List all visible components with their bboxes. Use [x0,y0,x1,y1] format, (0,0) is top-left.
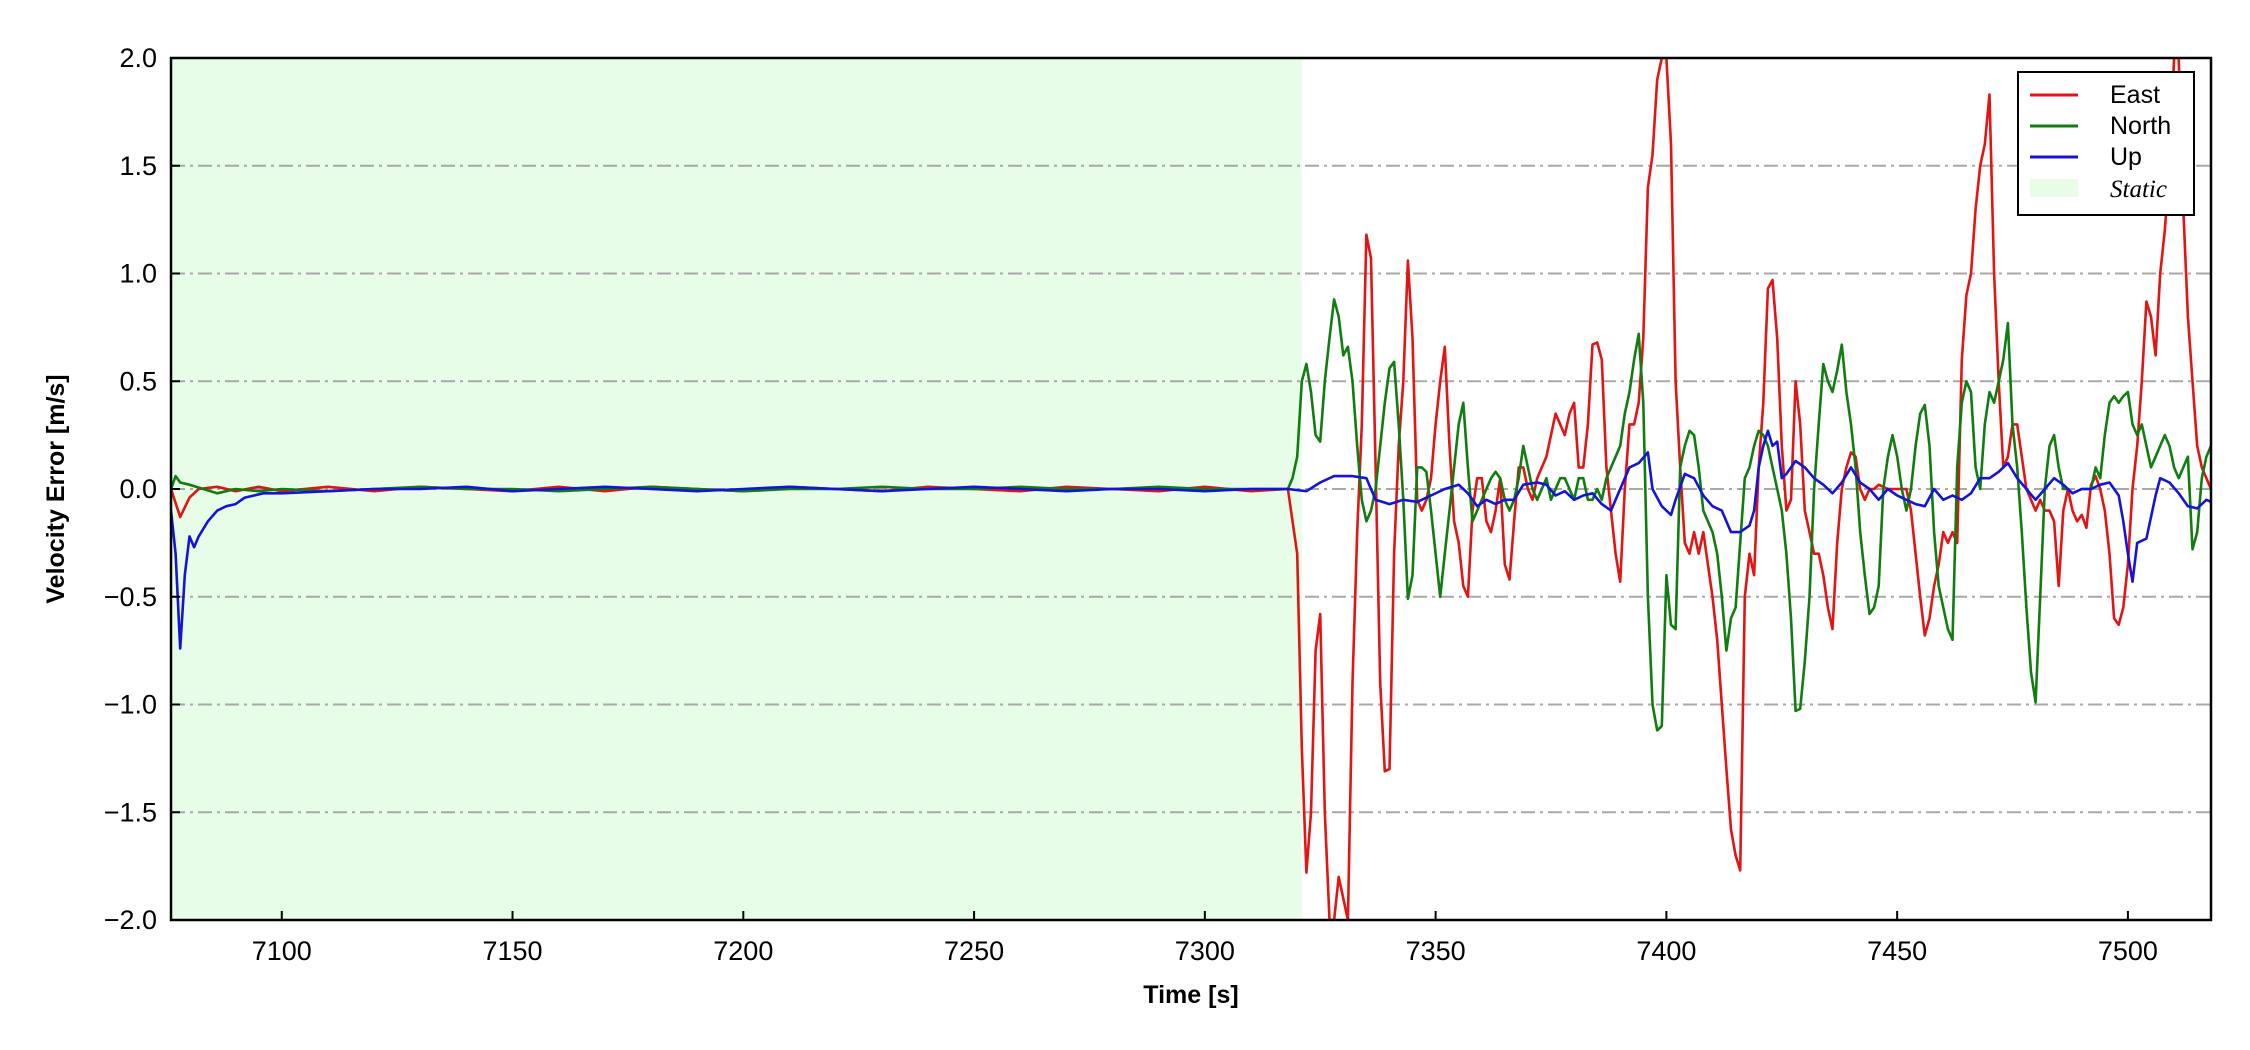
y-tick-label: −1.0 [104,690,157,720]
legend-static-swatch [2030,179,2078,197]
x-tick-label: 7300 [1175,936,1235,966]
y-tick-label: 0.0 [119,474,157,504]
y-axis-title: Velocity Error [m/s] [42,374,70,603]
y-tick-label: 2.0 [119,43,157,73]
x-tick-label: 7200 [713,936,773,966]
x-tick-label: 7350 [1406,936,1466,966]
y-tick-label: −1.5 [104,797,157,827]
x-axis-title: Time [s] [1143,981,1238,1009]
series-line-east [171,58,2211,920]
y-tick-label: −2.0 [104,905,157,935]
x-tick-label: 7250 [944,936,1004,966]
series-line-north [171,298,2211,732]
x-tick-label: 7450 [1867,936,1927,966]
legend-north-label: North [2110,112,2171,140]
y-tick-label: 0.5 [119,366,157,396]
axis-ticks: 7100 7150 7200 7250 7300 7350 7400 7450 7500 −2.0… [104,43,2158,966]
series-lines [171,58,2211,920]
y-tick-label: 1.0 [119,259,157,289]
legend-static-label: Static [2110,176,2167,203]
x-tick-label: 7400 [1636,936,1696,966]
legend-east-label: East [2110,81,2160,109]
series-line-up [171,429,2211,650]
x-tick-label: 7150 [482,936,542,966]
legend-up-label: Up [2110,143,2142,171]
x-tick-label: 7500 [2098,936,2158,966]
x-tick-label: 7100 [252,936,312,966]
y-tick-label: 1.5 [119,151,157,181]
legend: East North Up Static [2017,71,2195,216]
y-tick-label: −0.5 [104,582,157,612]
